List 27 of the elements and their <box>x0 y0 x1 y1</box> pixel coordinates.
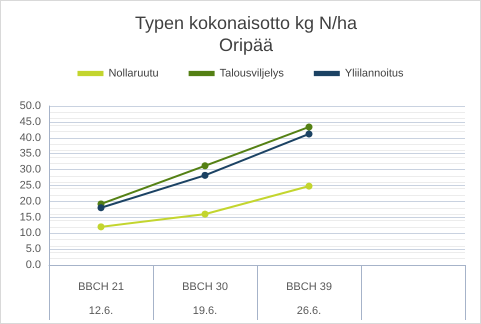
x-tick-label: BBCH 39 26.6. <box>286 281 332 317</box>
x-tick-label: BBCH 30 19.6. <box>182 281 228 317</box>
point <box>306 130 312 138</box>
point <box>202 162 208 170</box>
point <box>202 172 208 179</box>
y-tick-label: 30.0 <box>20 164 41 176</box>
chart-subtitle: Oripää <box>218 35 274 55</box>
y-tick-label: 5.0 <box>26 243 41 256</box>
point <box>306 123 312 130</box>
point <box>98 223 104 230</box>
point <box>202 210 208 218</box>
y-tick-label: 10.0 <box>20 227 41 240</box>
y-tick-label: 40.0 <box>20 132 41 144</box>
y-tick-label: 20.0 <box>20 195 41 208</box>
point <box>306 182 312 190</box>
x-tick-label: BBCH 21 12.6. <box>78 281 124 317</box>
y-tick-label: 35.0 <box>20 148 41 160</box>
y-tick-label: 25.0 <box>20 180 41 192</box>
y-tick-label: 15.0 <box>20 211 41 224</box>
y-tick-label: 50.0 <box>20 100 41 112</box>
chart-title: Typen kokonaisotto kg N/ha <box>134 13 358 33</box>
legend-label: Nollaruutu <box>108 68 159 80</box>
point <box>98 204 104 212</box>
legend-label: Talousviljelys <box>220 68 284 80</box>
y-tick-label: 0.0 <box>26 259 41 271</box>
legend-label: Yliilannoitus <box>344 68 404 80</box>
y-tick-label: 45.0 <box>20 116 41 128</box>
